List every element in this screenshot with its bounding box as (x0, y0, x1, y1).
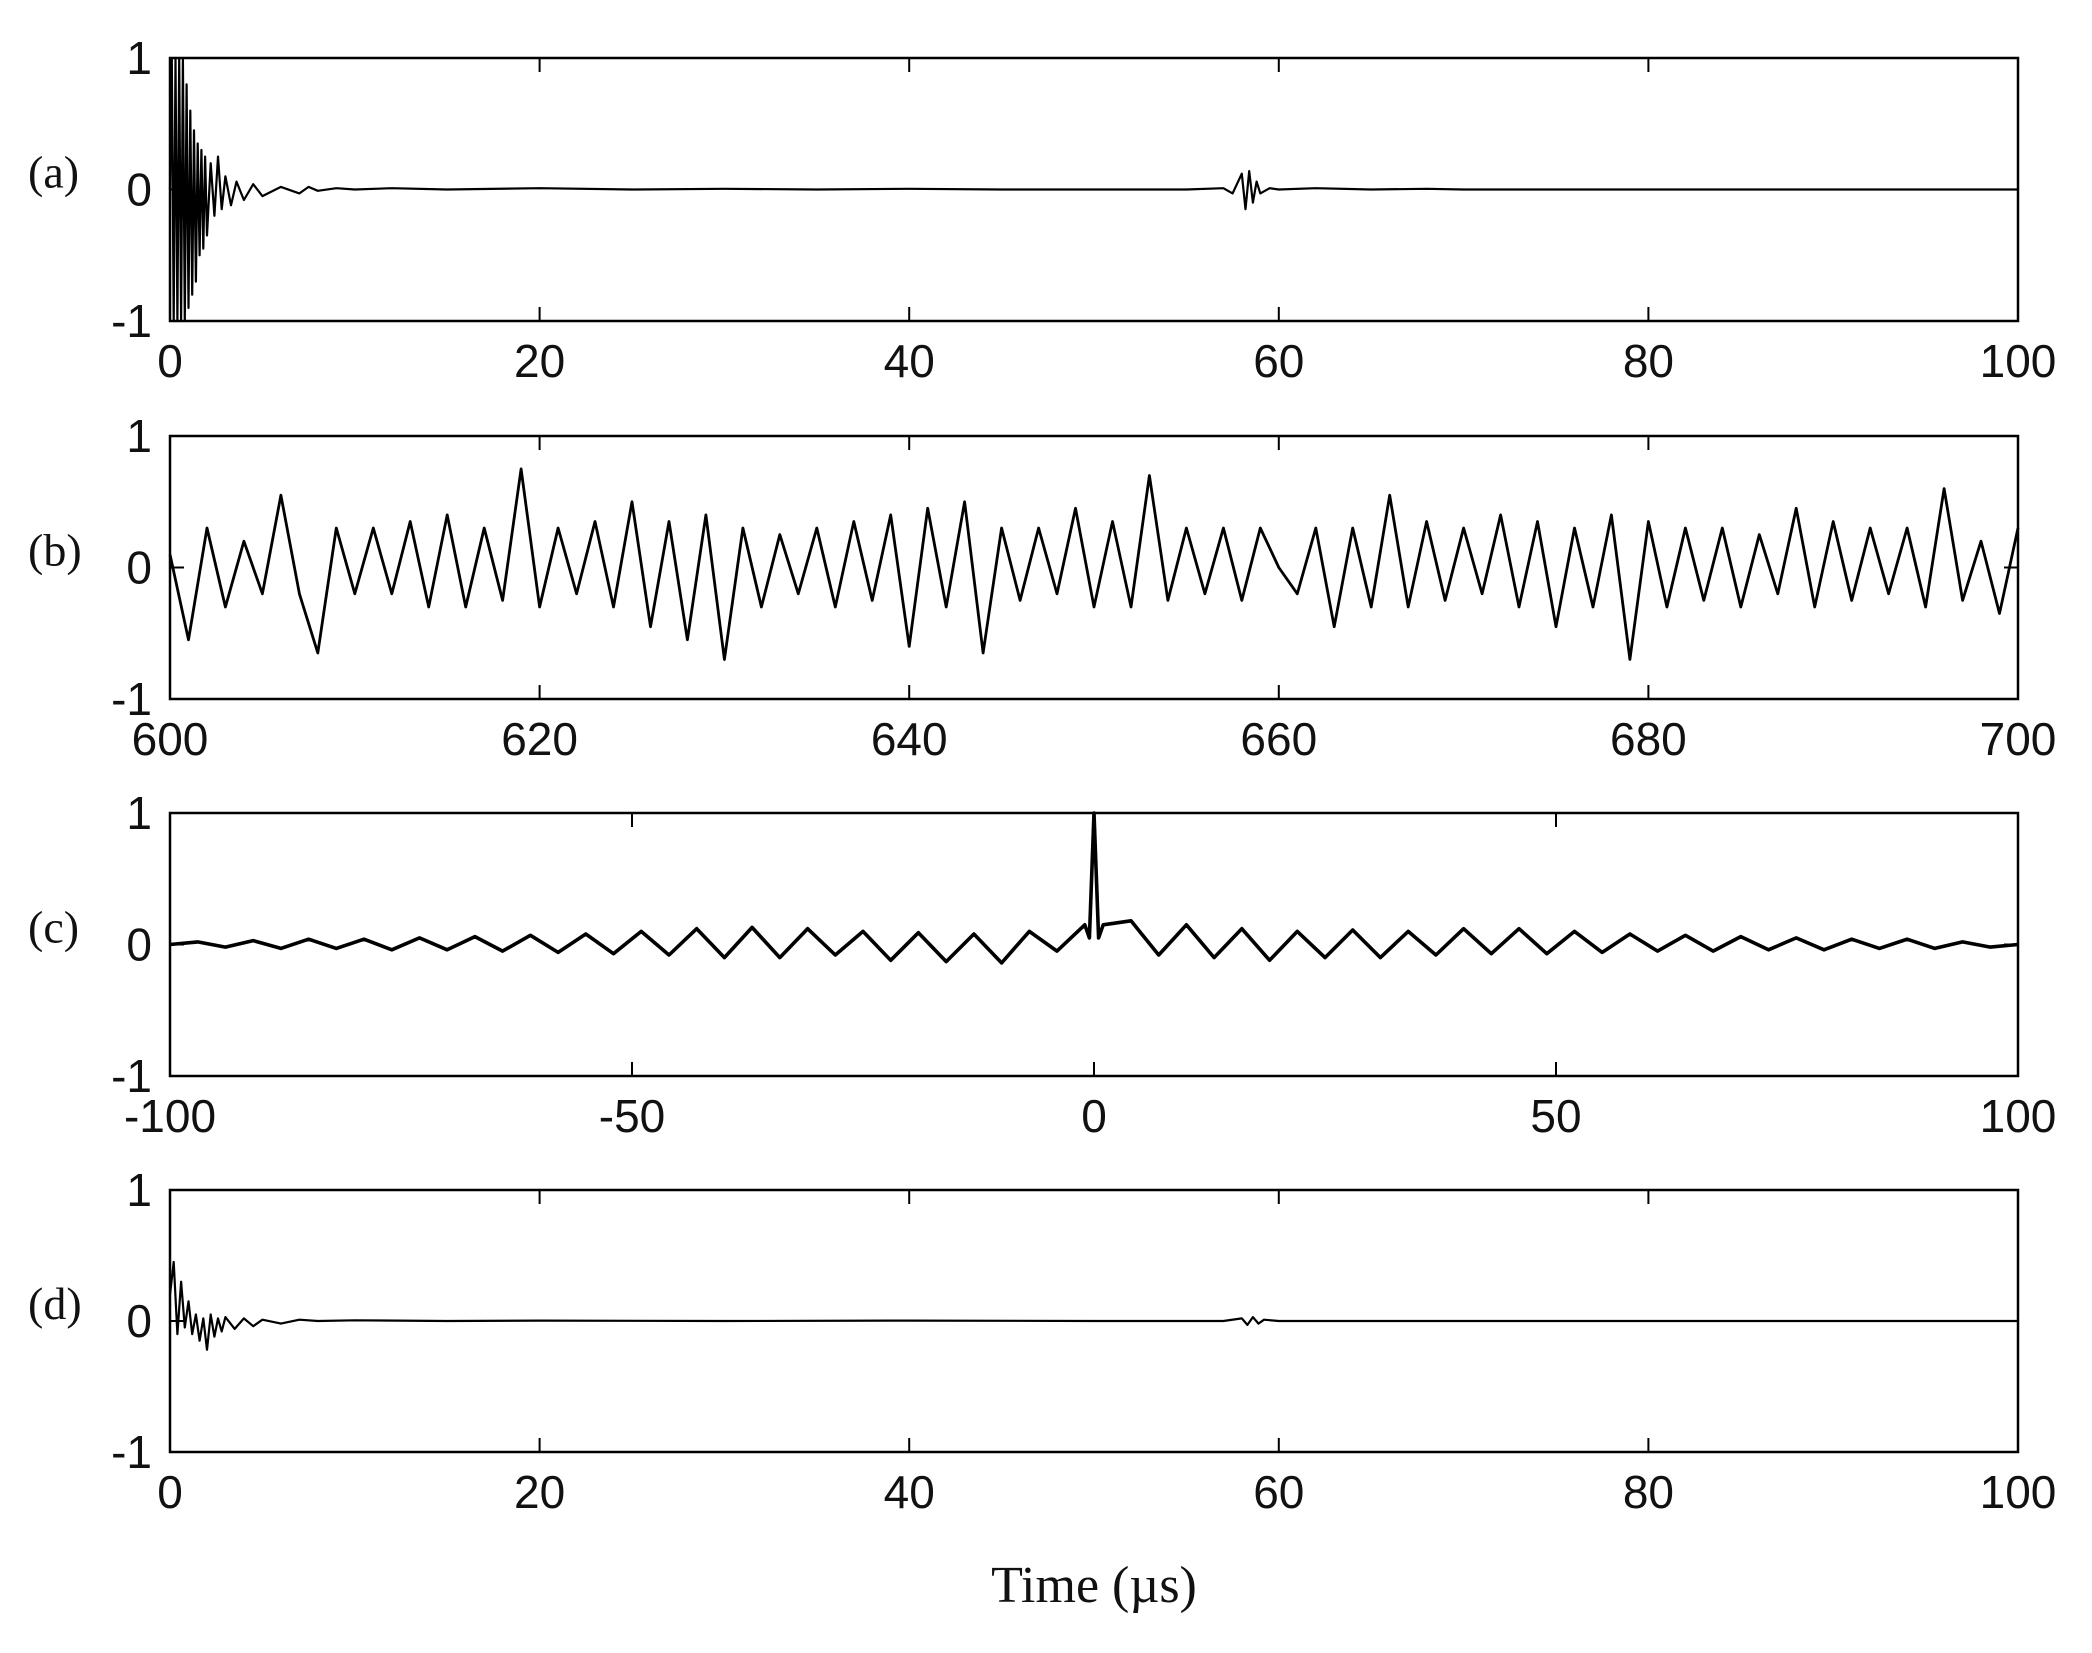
plot-frame (168, 434, 2020, 701)
x-tick-label: 660 (1240, 713, 1317, 765)
x-tick-label: 620 (501, 713, 578, 765)
y-tick-label: 0 (126, 164, 152, 216)
y-tick-label: -1 (111, 295, 152, 347)
x-tick-label: 100 (1980, 1466, 2057, 1518)
x-tick-label: 0 (1081, 1090, 1107, 1142)
x-tick-label: 20 (514, 1466, 565, 1518)
x-tick-label: 80 (1623, 1466, 1674, 1518)
y-tick-label: -1 (111, 1050, 152, 1102)
panel-label: (d) (28, 1278, 82, 1329)
panel-3: 0 20 40 60 80 100-101(d) (28, 1164, 2056, 1518)
y-tick-label: -1 (111, 1426, 152, 1478)
x-tick-label: 100 (1980, 1090, 2057, 1142)
x-tick-label: 20 (514, 335, 565, 387)
x-axis-title: Time (µs) (991, 1557, 1197, 1614)
series-line-2-0 (169, 811, 2019, 965)
panels: 0 20 40 60 80 100-101(a)600 620 640 660 680 700-10… (28, 32, 2056, 1518)
y-tick-label: 1 (126, 410, 152, 462)
x-tick-label: 680 (1610, 713, 1687, 765)
panel-1: 600 620 640 660 680 700 -1 0 1 (b) (28, 410, 2056, 765)
y-tick-label: 0 (126, 1295, 152, 1347)
y-tick-label: 1 (126, 787, 152, 839)
panel-2: -100 -50 0 50 100 -1 0 1 (c) (28, 787, 2056, 1142)
series-line-1-0 (168, 467, 2020, 661)
x-tick-label: 80 (1623, 335, 1674, 387)
x-tick-label: 60 (1253, 335, 1304, 387)
x-tick-label: 60 (1253, 1466, 1304, 1518)
panel-label: (b) (28, 525, 82, 576)
x-tick-label: 0 (157, 335, 183, 387)
panel-0: 0 20 40 60 80 100-101(a) (28, 32, 2056, 387)
y-tick-label: 1 (126, 32, 152, 84)
panel-label: (a) (28, 147, 79, 198)
x-tick-label: 640 (871, 713, 948, 765)
x-tick-label: 700 (1980, 713, 2057, 765)
panel-label: (c) (28, 902, 79, 953)
x-tick-label: 0 (157, 1466, 183, 1518)
y-tick-label: 0 (126, 542, 152, 594)
x-tick-label: 40 (884, 335, 935, 387)
x-tick-label: 50 (1530, 1090, 1581, 1142)
y-tick-label: -1 (111, 673, 152, 725)
y-tick-label: 1 (126, 1164, 152, 1216)
x-tick-label: 40 (884, 1466, 935, 1518)
series-line-0-0 (168, 56, 2018, 323)
x-tick-label: -50 (599, 1090, 665, 1142)
x-tick-label: 600 (132, 713, 209, 765)
series-line-3-0 (168, 1260, 2018, 1351)
y-tick-label: 0 (126, 919, 152, 971)
x-tick-label: 100 (1980, 335, 2057, 387)
x-tick-label: -100 (124, 1090, 216, 1142)
